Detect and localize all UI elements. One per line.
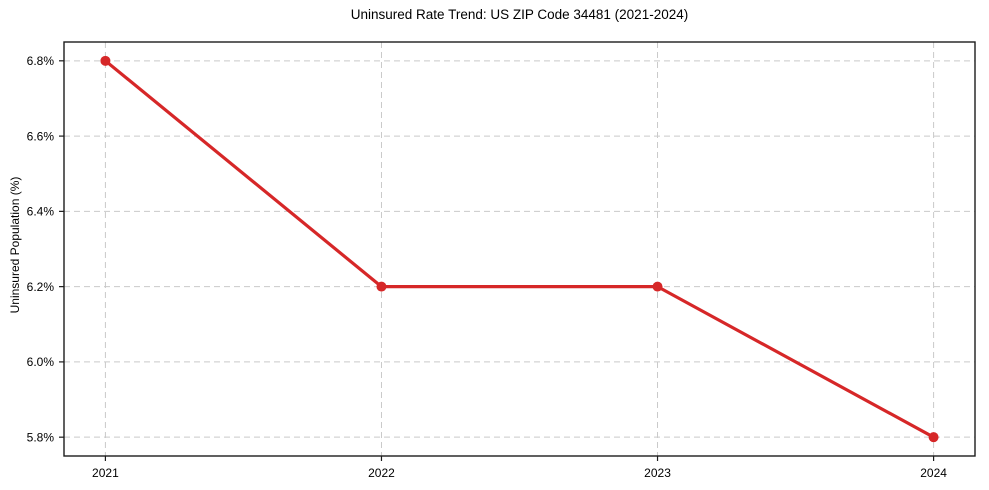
y-tick-label: 6.4%	[27, 205, 55, 219]
data-point-marker	[100, 55, 111, 66]
data-point-marker	[376, 281, 387, 292]
trend-line	[103, 59, 936, 439]
y-tick-label: 5.8%	[27, 430, 55, 444]
y-tick-label: 6.6%	[27, 129, 55, 143]
y-tick-label: 6.8%	[27, 54, 55, 68]
y-tick-label: 6.0%	[27, 355, 55, 369]
x-tick-label: 2021	[92, 466, 119, 480]
chart-title: Uninsured Rate Trend: US ZIP Code 34481 …	[350, 7, 689, 22]
data-point-marker	[652, 281, 663, 292]
x-tick-label: 2024	[920, 466, 947, 480]
y-tick-label: 6.2%	[27, 280, 55, 294]
plot-border	[63, 41, 976, 457]
x-tick-label: 2023	[644, 466, 671, 480]
x-tick-label: 2022	[368, 466, 395, 480]
data-point-marker	[928, 432, 939, 443]
